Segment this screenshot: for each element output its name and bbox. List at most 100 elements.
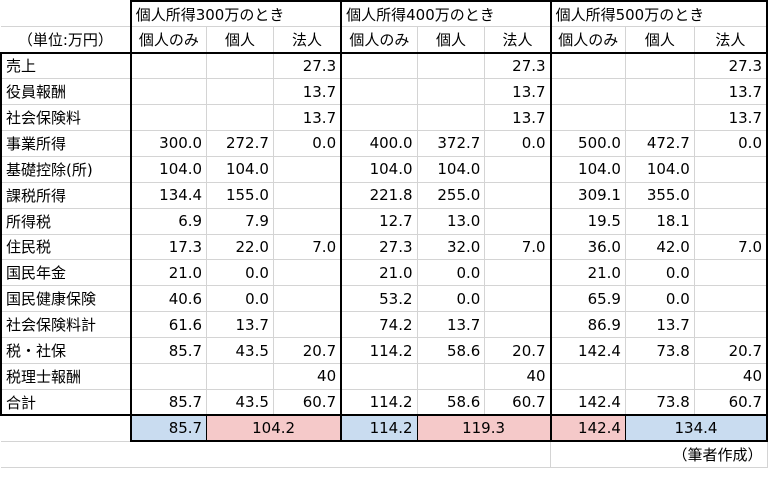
column-subheader: 法人 [273,26,342,54]
value-cell: 40.6 [129,285,208,313]
value-cell: 500.0 [549,130,626,157]
value-cell [484,208,552,235]
value-cell [340,104,418,131]
value-cell [206,78,274,106]
value-cell: 142.4 [549,389,626,417]
footnote: （筆者作成） [550,441,768,468]
value-cell: 53.2 [340,285,418,313]
value-cell: 13.7 [484,104,552,131]
value-cell: 114.2 [340,389,418,417]
value-cell [273,311,342,339]
value-cell [206,363,274,390]
value-cell: 40 [484,363,552,390]
table-row: 税理士報酬 40 40 40 [0,363,768,390]
value-cell: 13.7 [273,78,342,106]
summary-row: 85.7 104.2 114.2 119.3 142.4 134.4 [1,415,768,443]
row-label: 合計 [0,389,132,417]
value-cell [273,208,342,235]
value-cell: 0.0 [625,259,695,287]
value-cell [273,182,342,209]
table-row: 国民年金 21.0 0.0 21.0 0.0 21.0 0.0 [0,259,768,287]
value-cell: 372.7 [417,130,486,157]
row-label: 売上 [0,52,132,80]
row-label: 住民税 [0,234,132,261]
column-subheader: 個人のみ [549,26,626,54]
value-cell [417,78,486,106]
value-cell [206,104,274,131]
row-label: 所得税 [0,208,132,235]
value-cell: 255.0 [417,182,486,209]
value-cell: 43.5 [206,337,274,364]
header-group-row: 個人所得300万のとき 個人所得400万のとき 個人所得500万のとき [1,0,768,28]
value-cell [549,52,626,80]
value-cell [694,182,768,209]
table-row: 住民税 17.3 22.0 7.0 27.3 32.0 7.0 36.0 42.0 7.0 [0,234,768,261]
value-cell: 21.0 [340,259,418,287]
row-label: 社会保険料計 [0,311,132,339]
value-cell [129,52,208,80]
value-cell: 6.9 [129,208,208,235]
value-cell: 17.3 [129,234,208,261]
value-cell [273,259,342,287]
table-row: 課税所得 134.4 155.0 221.8 255.0 309.1 355.0 [0,182,768,209]
column-subheader: 個人 [206,26,274,54]
value-cell [417,104,486,131]
header-sub-row: （単位:万円） 個人のみ 個人 法人 個人のみ 個人 法人 個人のみ 個人 法人 [1,26,768,54]
value-cell: 221.8 [340,182,418,209]
value-cell: 104.0 [129,156,208,183]
value-cell: 13.7 [206,311,274,339]
value-cell [694,285,768,313]
row-label: 役員報酬 [0,78,132,106]
value-cell: 40 [273,363,342,390]
value-cell: 104.0 [206,156,274,183]
value-cell: 0.0 [206,259,274,287]
table-row: 事業所得 300.0 272.7 0.0 400.0 372.7 0.0 500.0 472.7… [0,130,768,157]
value-cell: 43.5 [206,389,274,417]
value-cell: 65.9 [549,285,626,313]
value-cell: 20.7 [484,337,552,364]
row-label: 国民健康保険 [0,285,132,313]
value-cell: 22.0 [206,234,274,261]
value-cell [484,182,552,209]
value-cell: 355.0 [625,182,695,209]
row-label: 国民年金 [0,259,132,287]
value-cell: 60.7 [484,389,552,417]
value-cell [484,156,552,183]
value-cell [484,259,552,287]
table-row: 売上 27.3 27.3 27.3 [0,52,768,80]
value-cell: 104.0 [549,156,626,183]
value-cell [549,78,626,106]
value-cell: 85.7 [129,337,208,364]
value-cell: 86.9 [549,311,626,339]
value-cell: 13.7 [417,311,486,339]
value-cell [417,363,486,390]
value-cell: 73.8 [625,389,695,417]
value-cell: 114.2 [340,337,418,364]
summary-single-total: 114.2 [340,415,418,443]
value-cell [129,104,208,131]
value-cell: 0.0 [417,259,486,287]
value-cell [625,363,695,390]
value-cell: 300.0 [129,130,208,157]
value-cell: 0.0 [625,285,695,313]
value-cell [340,78,418,106]
column-subheader: 法人 [484,26,552,54]
value-cell: 21.0 [129,259,208,287]
value-cell: 0.0 [417,285,486,313]
value-cell: 13.0 [417,208,486,235]
summary-single-total: 85.7 [129,415,208,443]
group-header: 個人所得400万のとき [340,0,552,28]
value-cell: 0.0 [694,130,768,157]
summary-single-total: 142.4 [549,415,626,443]
value-cell: 27.3 [694,52,768,80]
table-row: 税・社保 85.7 43.5 20.7 114.2 58.6 20.7 142.4 73.8 20… [0,337,768,364]
value-cell: 13.7 [694,104,768,131]
value-cell: 21.0 [549,259,626,287]
value-cell [625,52,695,80]
value-cell: 27.3 [484,52,552,80]
row-label: 事業所得 [0,130,132,157]
value-cell: 58.6 [417,389,486,417]
row-label: 税・社保 [0,337,132,364]
value-cell [206,52,274,80]
footnote-row: （筆者作成） [1,441,768,468]
